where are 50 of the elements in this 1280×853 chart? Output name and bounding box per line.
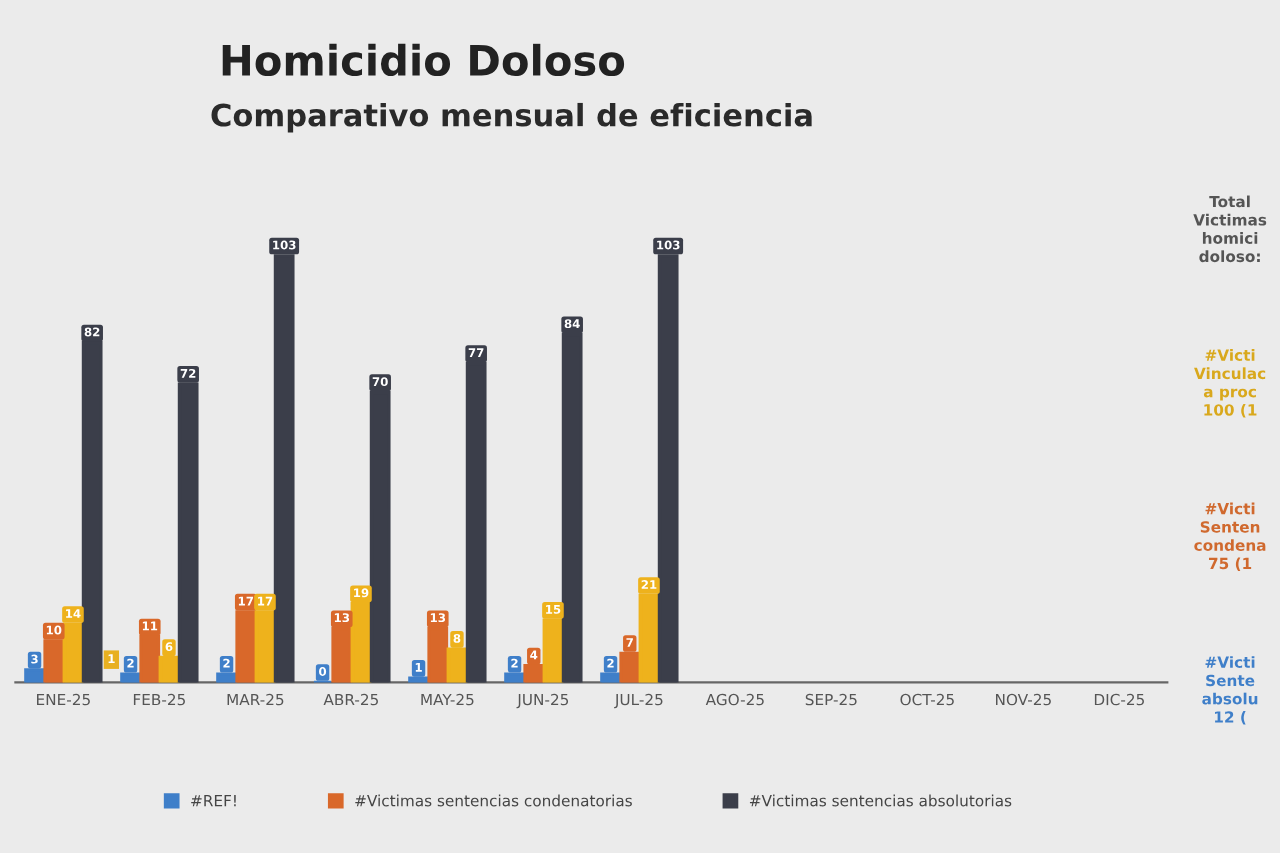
- data-label: 84: [564, 319, 580, 329]
- chart-subtitle: Comparativo mensual de eficiencia: [211, 102, 812, 133]
- x-tick-label: JUL-25: [614, 693, 663, 709]
- chart-title: Homicidio Doloso: [222, 43, 625, 77]
- x-tick-label: AGO-25: [705, 693, 764, 706]
- data-label: 103: [657, 240, 680, 250]
- data-label: 11: [142, 621, 158, 631]
- text: Total Victimas homici doloso:: [1193, 195, 1267, 263]
- data-label: 6: [165, 642, 173, 652]
- annotation: 1: [108, 654, 115, 663]
- legend-label: #Victimas sentencias condenatorias: [355, 794, 632, 807]
- x-tick-label: NOV-25: [996, 693, 1051, 706]
- data-label: 19: [354, 588, 369, 598]
- x-tick-label: DIC-25: [1094, 693, 1144, 706]
- legend-label: #Victimas sentencias absolutorias: [749, 794, 1012, 807]
- data-label: 10: [46, 625, 62, 635]
- legend-label: #REF!: [191, 795, 236, 807]
- data-label: 13: [430, 613, 446, 623]
- data-label: 2: [607, 658, 614, 668]
- x-tick-label: MAR-25: [227, 693, 284, 706]
- data-label: 1: [415, 663, 422, 672]
- x-tick-label: SEP-25: [805, 693, 857, 706]
- data-label: 4: [530, 650, 538, 660]
- data-label: 2: [127, 658, 134, 668]
- data-label: 103: [273, 240, 296, 250]
- x-tick-label: OCT-25: [900, 693, 954, 706]
- data-label: 17: [258, 596, 273, 606]
- data-label: 82: [84, 327, 100, 337]
- data-label: 8: [453, 633, 461, 643]
- text: #Victi Vinculac a proc 100 (1: [1194, 349, 1266, 418]
- data-label: 2: [223, 658, 230, 668]
- data-label: 2: [511, 658, 518, 668]
- data-label: 7: [626, 638, 633, 647]
- data-label: 15: [546, 605, 561, 614]
- x-tick-label: JUN-25: [516, 693, 569, 709]
- x-tick-label: ENE-25: [37, 693, 90, 706]
- data-label: 14: [66, 609, 81, 618]
- data-label: 72: [180, 368, 196, 378]
- data-label: 3: [31, 654, 38, 664]
- data-label: 13: [334, 613, 350, 623]
- x-tick-label: MAY-25: [421, 693, 474, 706]
- data-label: 21: [641, 580, 657, 589]
- x-tick-label: ABR-25: [323, 693, 378, 706]
- data-label: 70: [372, 377, 388, 387]
- text: #Victi Sente absolu 12 (: [1202, 656, 1258, 725]
- text: #Victi Senten condena 75 (1: [1194, 502, 1266, 572]
- data-label: 17: [238, 596, 254, 606]
- data-label: 77: [468, 348, 484, 357]
- x-tick-label: FEB-25: [133, 693, 185, 706]
- data-label: 0: [319, 667, 327, 676]
